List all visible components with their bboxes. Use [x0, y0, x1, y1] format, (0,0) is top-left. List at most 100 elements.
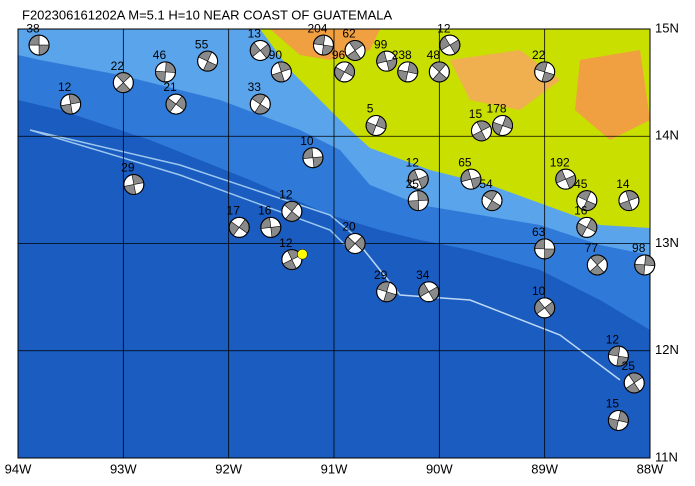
- focal-mechanism: [460, 168, 482, 190]
- focal-mechanism: [492, 115, 514, 137]
- focal-mechanism: [534, 297, 556, 319]
- beachball-outline: [312, 34, 334, 56]
- beachball-outline: [634, 254, 656, 276]
- focal-mechanism: [376, 50, 398, 72]
- beachball-outline: [344, 39, 366, 61]
- focal-mechanism: [260, 216, 282, 238]
- beachball-outline: [428, 61, 450, 83]
- beachball-outline: [534, 297, 556, 319]
- depth-label: 12: [279, 187, 293, 201]
- depth-label: 178: [487, 102, 507, 116]
- focal-mechanism: [618, 190, 640, 212]
- beachball-outline: [607, 409, 629, 431]
- beachball-outline: [197, 50, 219, 72]
- beachball-outline: [534, 61, 556, 83]
- depth-label: 63: [532, 225, 546, 239]
- focal-mechanism: [60, 93, 82, 115]
- depth-label: 13: [248, 27, 262, 41]
- focal-mechanism: [302, 147, 324, 169]
- depth-label: 17: [227, 204, 241, 218]
- y-tick-label: 11N: [655, 449, 678, 464]
- beachball-outline: [586, 254, 608, 276]
- beachball-outline: [281, 249, 303, 271]
- y-tick-label: 13N: [655, 235, 679, 250]
- y-tick-label: 12N: [655, 342, 679, 357]
- depth-label: 14: [616, 177, 630, 191]
- x-tick-label: 88W: [637, 461, 664, 476]
- depth-label: 62: [342, 27, 356, 41]
- focal-mechanism: [28, 34, 50, 56]
- depth-label: 99: [374, 37, 388, 51]
- focal-mechanism: [312, 34, 334, 56]
- focal-mechanism: [418, 281, 440, 303]
- focal-mechanism: [270, 61, 292, 83]
- beachball-outline: [407, 190, 429, 212]
- beachball-outline: [407, 168, 429, 190]
- depth-label: 54: [479, 177, 493, 191]
- beachball-outline: [460, 168, 482, 190]
- depth-label: 98: [632, 241, 646, 255]
- depth-label: 55: [195, 37, 209, 51]
- depth-label: 22: [111, 59, 125, 73]
- focal-mechanism: [428, 61, 450, 83]
- beachball-outline: [154, 61, 176, 83]
- beachball-outline: [249, 93, 271, 115]
- beachball-outline: [123, 174, 145, 196]
- focal-mechanism: [534, 61, 556, 83]
- depth-label: 25: [622, 359, 636, 373]
- beachball-outline: [607, 345, 629, 367]
- focal-mechanism: [281, 200, 303, 222]
- depth-label: 12: [58, 80, 72, 94]
- focal-mechanism: [634, 254, 656, 276]
- x-tick-label: 92W: [215, 461, 242, 476]
- focal-mechanism: [607, 409, 629, 431]
- x-tick-label: 89W: [531, 461, 558, 476]
- focal-mechanism: [281, 249, 303, 271]
- x-tick-label: 94W: [5, 461, 32, 476]
- beachball-outline: [270, 61, 292, 83]
- beachball-outline: [376, 281, 398, 303]
- depth-label: 15: [469, 107, 483, 121]
- depth-label: 16: [574, 204, 588, 218]
- beachball-outline: [576, 216, 598, 238]
- focal-mechanism: [576, 190, 598, 212]
- depth-label: 77: [585, 241, 599, 255]
- beachball-outline: [165, 93, 187, 115]
- focal-mechanism: [165, 93, 187, 115]
- depth-label: 33: [248, 80, 262, 94]
- depth-label: 25: [406, 177, 420, 191]
- beachball-outline: [555, 168, 577, 190]
- focal-mechanism: [407, 190, 429, 212]
- depth-label: 204: [307, 21, 327, 35]
- depth-label: 29: [121, 161, 135, 175]
- beachball-outline: [623, 372, 645, 394]
- depth-label: 46: [153, 48, 167, 62]
- beachball-outline: [60, 93, 82, 115]
- focal-mechanism: [407, 168, 429, 190]
- map-title: F202306161202A M=5.1 H=10 NEAR COAST OF …: [22, 7, 393, 22]
- beachball-outline: [281, 200, 303, 222]
- depth-label: 192: [550, 155, 570, 169]
- x-tick-label: 90W: [426, 461, 453, 476]
- beachball-outline: [112, 72, 134, 94]
- depth-label: 96: [332, 48, 346, 62]
- x-tick-label: 93W: [110, 461, 137, 476]
- depth-label: 10: [300, 134, 314, 148]
- beachball-outline: [576, 190, 598, 212]
- beachball-outline: [334, 61, 356, 83]
- y-tick-label: 14N: [655, 128, 679, 143]
- depth-label: 34: [416, 268, 430, 282]
- beachball-outline: [470, 120, 492, 142]
- depth-label: 22: [532, 48, 546, 62]
- depth-label: 21: [163, 80, 177, 94]
- beachball-outline: [228, 216, 250, 238]
- beachball-outline: [249, 39, 271, 61]
- focal-mechanism: [470, 120, 492, 142]
- beachball-outline: [376, 50, 398, 72]
- depth-label: 12: [437, 21, 451, 35]
- depth-label: 12: [406, 155, 420, 169]
- depth-label: 16: [258, 204, 272, 218]
- focal-mechanism: [623, 372, 645, 394]
- beachball-outline: [344, 233, 366, 254]
